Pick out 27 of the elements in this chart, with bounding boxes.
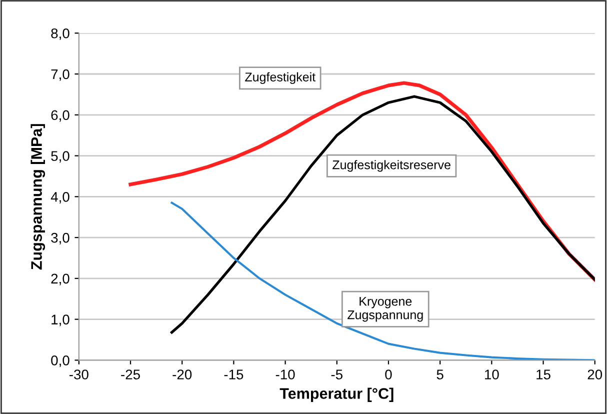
y-tick-label: 8,0 [51, 28, 70, 40]
x-tick-label: -20 [172, 370, 192, 380]
y-tick-label: 2,0 [51, 274, 70, 286]
x-tick-label: -10 [276, 370, 295, 380]
series-label: Zugfestigkeitsreserve [332, 160, 450, 172]
line-series [170, 95, 595, 334]
y-tick-label: 3,0 [51, 232, 70, 244]
line-series [170, 202, 595, 360]
y-tick-label: 7,0 [51, 69, 70, 81]
y-tick-label: 6,0 [51, 110, 70, 122]
text: Zugfestigkeit [245, 72, 316, 84]
x-tick-label: 15 [536, 370, 550, 380]
y-tick-label: 5,0 [51, 151, 70, 163]
x-tick-label: -25 [121, 370, 140, 380]
x-tick-label: -15 [224, 370, 244, 380]
x-tick-label: 0 [385, 370, 392, 380]
x-tick-label: -5 [331, 370, 342, 380]
x-tick-label: 20 [588, 370, 602, 380]
x-tick-label: 10 [485, 370, 499, 380]
x-tick-label: 5 [436, 370, 444, 380]
y-tick-label: 4,0 [50, 192, 70, 204]
y-tick-label: 1,0 [52, 314, 70, 326]
x-axis-title: Temperatur [°C] [280, 388, 394, 402]
y-axis-title: Zugspannung [MPa] [30, 124, 46, 270]
x-tick-label: -30 [69, 370, 88, 380]
series-label: Kryogene Zugspannung [348, 297, 423, 322]
y-tick-label: 0,0 [51, 356, 70, 367]
